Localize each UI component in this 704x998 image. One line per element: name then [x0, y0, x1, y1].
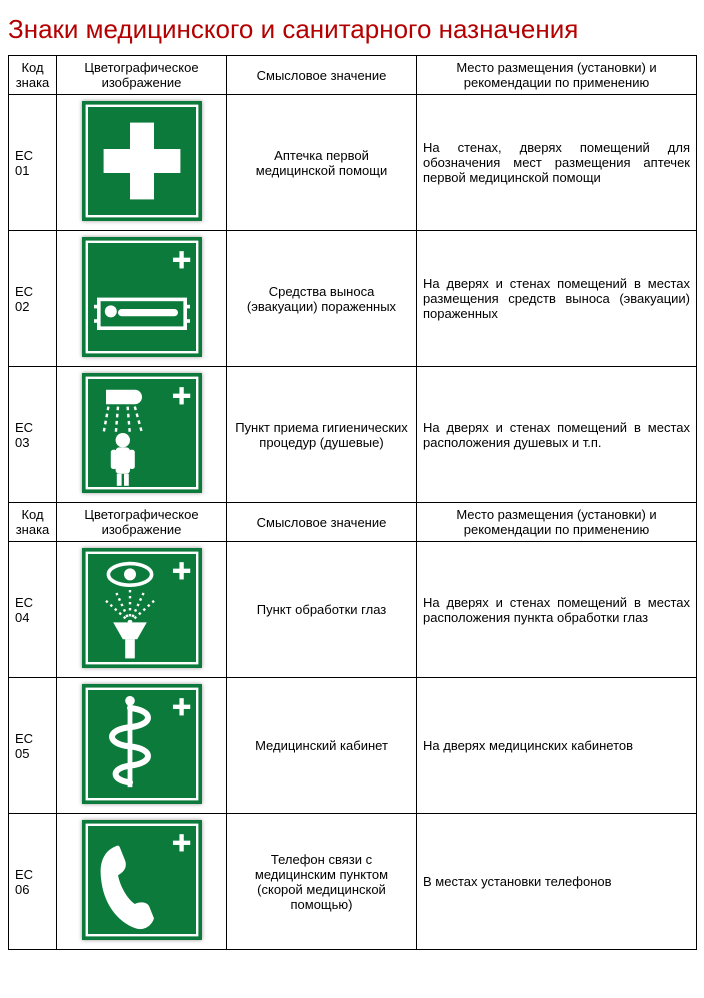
- col-header-code: Код знака: [9, 503, 57, 542]
- table-row: ЕС 01 Аптечка первой медицинской помощиНа…: [9, 95, 697, 231]
- table-row: ЕС 06 Телефон связи с медицинским пунктом…: [9, 814, 697, 950]
- table-row: ЕС 03 Пункт приема гигиенических процедур…: [9, 367, 697, 503]
- code-cell: ЕС 06: [9, 814, 57, 950]
- meaning-cell: Телефон связи с медицинским пунктом (ско…: [227, 814, 417, 950]
- code-cell: ЕС 05: [9, 678, 57, 814]
- image-cell: [57, 678, 227, 814]
- code-cell: ЕС 01: [9, 95, 57, 231]
- code-cell: ЕС 04: [9, 542, 57, 678]
- col-header-placement: Место размещения (установки) и рекоменда…: [417, 56, 697, 95]
- meaning-cell: Медицинский кабинет: [227, 678, 417, 814]
- col-header-meaning: Смысловое значение: [227, 503, 417, 542]
- placement-cell: На стенах, дверях помещений для обозначе…: [417, 95, 697, 231]
- placement-cell: В местах установки телефонов: [417, 814, 697, 950]
- meaning-cell: Аптечка первой медицинской помощи: [227, 95, 417, 231]
- table-header-row: Код знакаЦветографическое изображениеСмы…: [9, 503, 697, 542]
- table-row: ЕС 02 Средства выноса (эвакуации) поражен…: [9, 231, 697, 367]
- meaning-cell: Пункт приема гигиенических процедур (душ…: [227, 367, 417, 503]
- shower-icon: [82, 373, 202, 493]
- placement-cell: На дверях медицинских кабинетов: [417, 678, 697, 814]
- table-header-row: Код знакаЦветографическое изображениеСмы…: [9, 56, 697, 95]
- table-row: ЕС 04 Пункт обработки глазНа дверях и сте…: [9, 542, 697, 678]
- image-cell: [57, 95, 227, 231]
- meaning-cell: Средства выноса (эвакуации) пораженных: [227, 231, 417, 367]
- phone-icon: [82, 820, 202, 940]
- col-header-placement: Место размещения (установки) и рекоменда…: [417, 503, 697, 542]
- first-aid-icon: [82, 101, 202, 221]
- image-cell: [57, 814, 227, 950]
- image-cell: [57, 542, 227, 678]
- placement-cell: На дверях и стенах помещений в местах ра…: [417, 542, 697, 678]
- col-header-meaning: Смысловое значение: [227, 56, 417, 95]
- table-row: ЕС 05 Медицинский кабинетНа дверях медици…: [9, 678, 697, 814]
- eye-wash-icon: [82, 548, 202, 668]
- col-header-image: Цветографическое изображение: [57, 56, 227, 95]
- col-header-image: Цветографическое изображение: [57, 503, 227, 542]
- image-cell: [57, 231, 227, 367]
- stretcher-icon: [82, 237, 202, 357]
- image-cell: [57, 367, 227, 503]
- placement-cell: На дверях и стенах помещений в местах ра…: [417, 367, 697, 503]
- code-cell: ЕС 03: [9, 367, 57, 503]
- medical-room-icon: [82, 684, 202, 804]
- code-cell: ЕС 02: [9, 231, 57, 367]
- page-title: Знаки медицинского и санитарного назначе…: [8, 14, 696, 45]
- col-header-code: Код знака: [9, 56, 57, 95]
- placement-cell: На дверях и стенах помещений в местах ра…: [417, 231, 697, 367]
- signs-table: Код знакаЦветографическое изображениеСмы…: [8, 55, 697, 950]
- meaning-cell: Пункт обработки глаз: [227, 542, 417, 678]
